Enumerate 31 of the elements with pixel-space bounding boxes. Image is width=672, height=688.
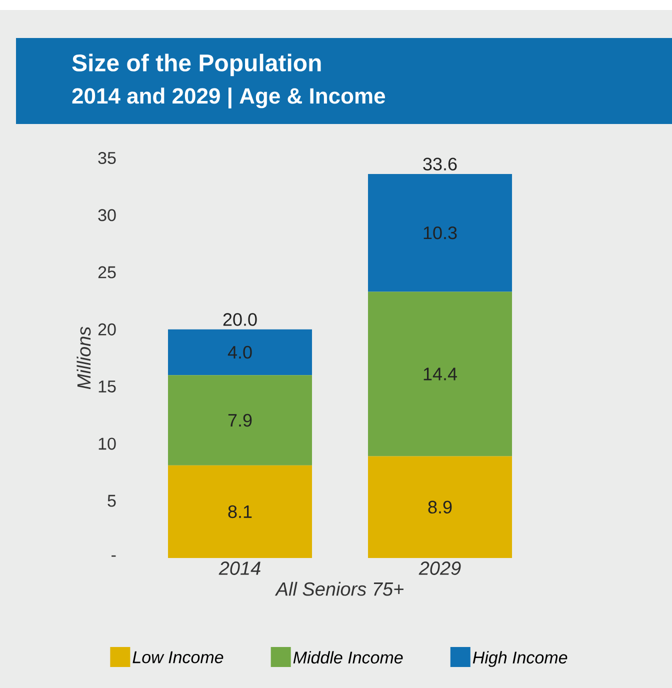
y-tick-label: 5 [108, 494, 116, 507]
y-tick-label: 30 [98, 209, 116, 222]
legend-label: Middle Income [293, 651, 403, 664]
data-label: 4.0 [228, 346, 252, 359]
y-axis-title: Millions [76, 326, 91, 390]
data-label: 14.4 [424, 368, 457, 380]
data-label: 7.9 [228, 414, 252, 427]
bar [368, 456, 512, 558]
bar [168, 329, 312, 376]
data-label: 10.3 [424, 226, 457, 240]
x-tick-label: 2029 [418, 562, 461, 575]
y-tick-label: 25 [98, 266, 116, 278]
y-tick-label: - [112, 555, 116, 557]
total-label: 20.0 [223, 313, 257, 326]
bar [168, 375, 312, 466]
x-axis-title: All Seniors 75+ [274, 582, 404, 596]
bar [168, 465, 312, 558]
data-label: 8.1 [228, 505, 252, 518]
legend-label: High Income [472, 651, 568, 667]
bar [368, 174, 512, 292]
bar [368, 292, 512, 456]
total-label: 33.6 [423, 158, 457, 170]
y-tick-label: 10 [98, 438, 116, 450]
y-tick-label: 15 [98, 380, 116, 393]
y-tick-label: 20 [98, 323, 116, 336]
chart-title: Size of the Population [72, 54, 321, 76]
x-tick-label: 2014 [218, 562, 260, 575]
y-tick-label: 35 [98, 152, 116, 164]
data-label: 8.9 [428, 500, 452, 514]
legend-label: Low Income [132, 651, 224, 664]
chart-subtitle: 2014 and 2029 | Age & Income [72, 88, 386, 108]
